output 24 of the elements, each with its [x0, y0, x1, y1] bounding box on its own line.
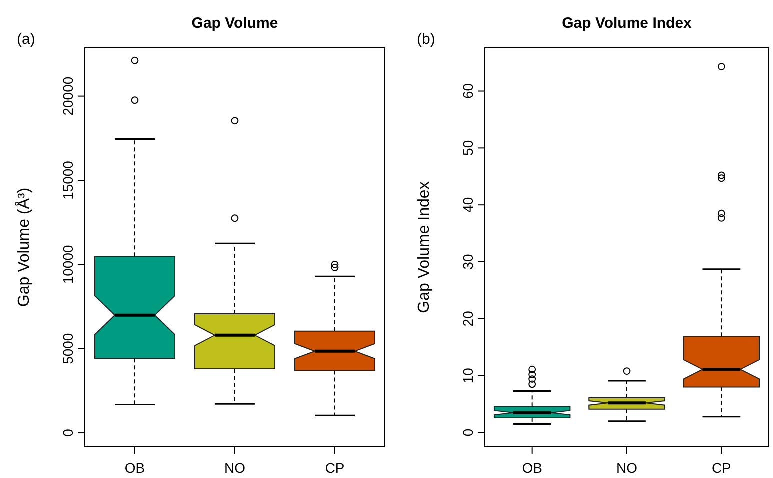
text: (a): [17, 31, 36, 48]
x-tick-label: NO: [224, 460, 246, 476]
y-tick-label: 30: [460, 254, 476, 270]
y-tick-label: 60: [460, 83, 476, 100]
y-tick-label: 0: [460, 428, 476, 437]
y-tick-label: 5000: [60, 333, 76, 364]
y-tick-label: 50: [460, 140, 476, 156]
y-axis-title: Gap Volume Index: [416, 182, 433, 314]
y-tick-label: 40: [460, 197, 476, 213]
y-tick-label: 20: [460, 310, 476, 327]
chart-title: Gap Volume: [192, 15, 278, 32]
y-tick-label: 20000: [60, 76, 76, 116]
y-axis-title: Gap Volume (Å³): [15, 188, 33, 308]
y-tick-label: 10: [460, 368, 476, 384]
x-tick-label: OB: [522, 460, 542, 476]
x-tick-label: OB: [124, 460, 146, 476]
x-tick-label: NO: [616, 460, 638, 476]
y-tick-label: 0: [60, 428, 76, 437]
x-tick-label: CP: [712, 460, 732, 476]
text: (b): [417, 31, 436, 48]
y-tick-label: 15000: [60, 160, 76, 200]
chart-title: Gap Volume Index: [562, 15, 693, 32]
x-tick-label: CP: [325, 460, 345, 476]
y-tick-label: 10000: [60, 244, 76, 284]
